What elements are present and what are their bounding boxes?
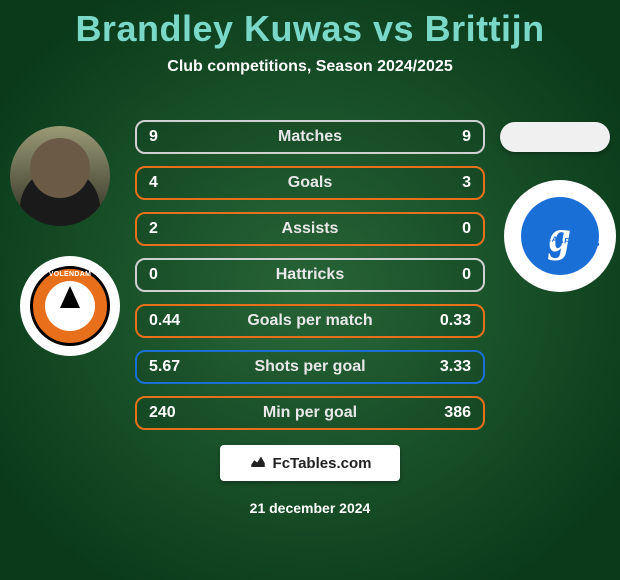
club-right-badge-inner: g <box>521 197 599 275</box>
stats-table: 9Matches94Goals32Assists00Hattricks00.44… <box>135 120 485 442</box>
stat-row: 2Assists0 <box>135 212 485 246</box>
stat-row: 0.44Goals per match0.33 <box>135 304 485 338</box>
player-left-avatar <box>10 126 110 226</box>
stat-right-value: 386 <box>444 404 471 422</box>
stat-label: Goals per match <box>137 312 483 330</box>
stat-right-value: 3 <box>462 174 471 192</box>
comparison-card: Brandley Kuwas vs Brittijn Club competit… <box>0 0 620 580</box>
stat-label: Shots per goal <box>137 358 483 376</box>
club-left-badge-inner: VOLENDAM <box>30 266 110 346</box>
stat-right-value: 9 <box>462 128 471 146</box>
stat-right-value: 0.33 <box>440 312 471 330</box>
stat-row: 4Goals3 <box>135 166 485 200</box>
stat-row: 9Matches9 <box>135 120 485 154</box>
page-title: Brandley Kuwas vs Brittijn <box>0 0 620 50</box>
stat-label: Matches <box>137 128 483 146</box>
club-left-badge: VOLENDAM <box>20 256 120 356</box>
site-badge[interactable]: FcTables.com <box>220 445 400 481</box>
stat-right-value: 3.33 <box>440 358 471 376</box>
stat-row: 5.67Shots per goal3.33 <box>135 350 485 384</box>
stat-label: Assists <box>137 220 483 238</box>
stat-label: Goals <box>137 174 483 192</box>
club-right-badge: g DE GRAAFSCHAP <box>504 180 616 292</box>
footer-date: 21 december 2024 <box>0 500 620 516</box>
stat-right-value: 0 <box>462 220 471 238</box>
site-badge-label: FcTables.com <box>273 455 372 472</box>
stat-row: 240Min per goal386 <box>135 396 485 430</box>
stat-label: Min per goal <box>137 404 483 422</box>
chart-icon <box>249 452 267 474</box>
stat-label: Hattricks <box>137 266 483 284</box>
stat-row: 0Hattricks0 <box>135 258 485 292</box>
player-right-avatar <box>500 122 610 152</box>
stat-right-value: 0 <box>462 266 471 284</box>
page-subtitle: Club competitions, Season 2024/2025 <box>0 58 620 76</box>
club-left-label: VOLENDAM <box>33 271 107 278</box>
